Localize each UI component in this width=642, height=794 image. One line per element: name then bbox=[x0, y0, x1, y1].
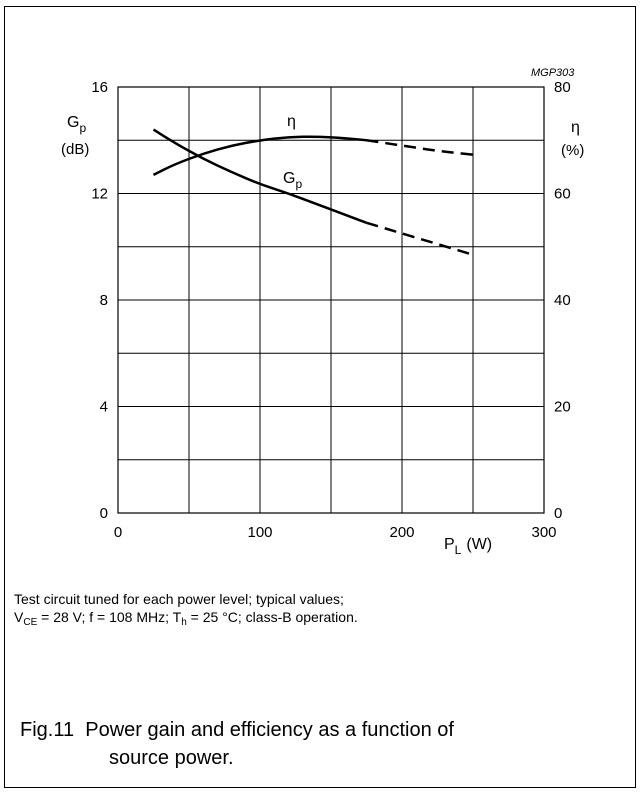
note-th-sub: h bbox=[181, 617, 187, 628]
note-temp: = 25 °C; class-B operation. bbox=[186, 609, 358, 625]
caption-line-1: Power gain and efficiency as a function … bbox=[85, 719, 454, 741]
eta-curve-solid bbox=[152, 135, 367, 176]
tick-labels: 0 4 8 12 16 0 20 40 60 80 0 100 200 300 bbox=[91, 79, 570, 541]
test-conditions-note: Test circuit tuned for each power level;… bbox=[14, 590, 358, 632]
caption-line-2: source power. bbox=[109, 747, 234, 769]
plot-border bbox=[117, 86, 545, 514]
x-axis-label-sub: L bbox=[455, 543, 462, 557]
note-line-2: VCE = 28 V; f = 108 MHz; Th = 25 °C; cla… bbox=[14, 608, 358, 632]
gp-curve-label-main: G bbox=[283, 170, 295, 187]
left-axis-label-sub: p bbox=[79, 121, 86, 135]
note-vce-sub: CE bbox=[23, 617, 38, 628]
figure-frame bbox=[4, 6, 636, 788]
grid bbox=[117, 86, 545, 514]
right-axis-unit: (%) bbox=[561, 142, 584, 159]
y-right-tick-label: 0 bbox=[554, 505, 562, 522]
right-axis-label: η bbox=[571, 119, 580, 136]
y-right-tick-label: 80 bbox=[554, 79, 571, 96]
curves bbox=[152, 128, 474, 256]
x-tick-label: 100 bbox=[247, 524, 272, 541]
note-vce: V bbox=[14, 609, 24, 625]
left-axis-unit: (dB) bbox=[61, 141, 89, 158]
gp-curve-solid bbox=[152, 128, 367, 224]
y-left-tick-label: 16 bbox=[91, 79, 108, 96]
x-axis-label-unit: (W) bbox=[466, 536, 492, 553]
eta-curve-dashed bbox=[366, 139, 474, 156]
left-axis-label: Gp bbox=[67, 114, 86, 135]
y-right-tick-label: 20 bbox=[554, 399, 571, 416]
eta-curve-label: η bbox=[287, 113, 296, 130]
x-tick-label: 0 bbox=[114, 524, 122, 541]
chart-code: MGP303 bbox=[531, 67, 575, 79]
y-right-tick-label: 40 bbox=[554, 292, 571, 309]
gp-curve-label: Gp bbox=[283, 170, 302, 191]
y-right-tick-label: 60 bbox=[554, 186, 571, 203]
left-axis-label-main: G bbox=[67, 114, 79, 131]
y-left-tick-label: 12 bbox=[91, 186, 108, 203]
y-left-tick-label: 0 bbox=[100, 505, 108, 522]
x-tick-label: 200 bbox=[389, 524, 414, 541]
note-line-1: Test circuit tuned for each power level;… bbox=[14, 591, 344, 607]
gp-curve-dashed bbox=[366, 221, 474, 256]
y-left-tick-label: 8 bbox=[100, 292, 108, 309]
note-conditions: = 28 V; f = 108 MHz; T bbox=[37, 609, 182, 625]
figure-number: Fig.11 bbox=[20, 719, 75, 741]
gp-curve-label-sub: p bbox=[295, 177, 302, 191]
figure-caption: Fig.11 Power gain and efficiency as a fu… bbox=[20, 716, 454, 772]
x-axis-label-main: P bbox=[444, 536, 455, 553]
x-axis-label: PL (W) bbox=[444, 536, 492, 557]
y-left-tick-label: 4 bbox=[100, 399, 108, 416]
x-tick-label: 300 bbox=[531, 524, 556, 541]
